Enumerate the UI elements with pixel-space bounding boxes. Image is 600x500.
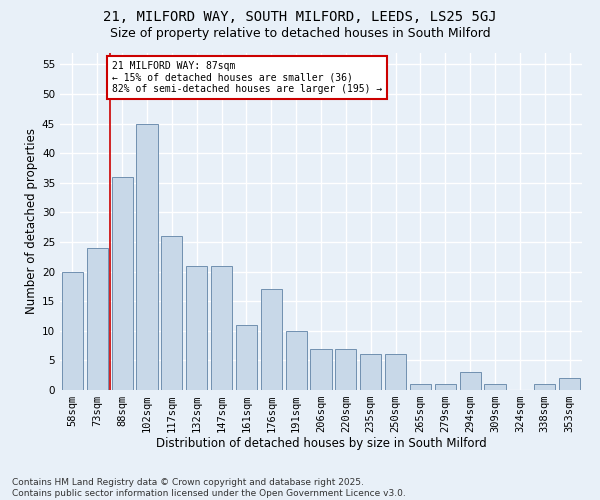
Bar (62, 272, 83, 390)
Bar (559, 378, 580, 390)
Bar (460, 372, 481, 390)
Bar (435, 384, 456, 390)
Bar (335, 348, 356, 390)
X-axis label: Distribution of detached houses by size in South Milford: Distribution of detached houses by size … (155, 436, 487, 450)
Text: Size of property relative to detached houses in South Milford: Size of property relative to detached ho… (110, 28, 490, 40)
Bar (136, 124, 158, 390)
Y-axis label: Number of detached properties: Number of detached properties (25, 128, 38, 314)
Bar (310, 348, 332, 390)
Bar (161, 236, 182, 390)
Text: Contains HM Land Registry data © Crown copyright and database right 2025.
Contai: Contains HM Land Registry data © Crown c… (12, 478, 406, 498)
Bar (484, 384, 506, 390)
Bar (286, 331, 307, 390)
Bar (385, 354, 406, 390)
Text: 21, MILFORD WAY, SOUTH MILFORD, LEEDS, LS25 5GJ: 21, MILFORD WAY, SOUTH MILFORD, LEEDS, L… (103, 10, 497, 24)
Bar (87, 248, 108, 390)
Bar (261, 290, 282, 390)
Bar (360, 354, 381, 390)
Bar (211, 266, 232, 390)
Bar (236, 325, 257, 390)
Bar (186, 266, 207, 390)
Bar (410, 384, 431, 390)
Bar (112, 177, 133, 390)
Text: 21 MILFORD WAY: 87sqm
← 15% of detached houses are smaller (36)
82% of semi-deta: 21 MILFORD WAY: 87sqm ← 15% of detached … (112, 61, 382, 94)
Bar (534, 384, 555, 390)
